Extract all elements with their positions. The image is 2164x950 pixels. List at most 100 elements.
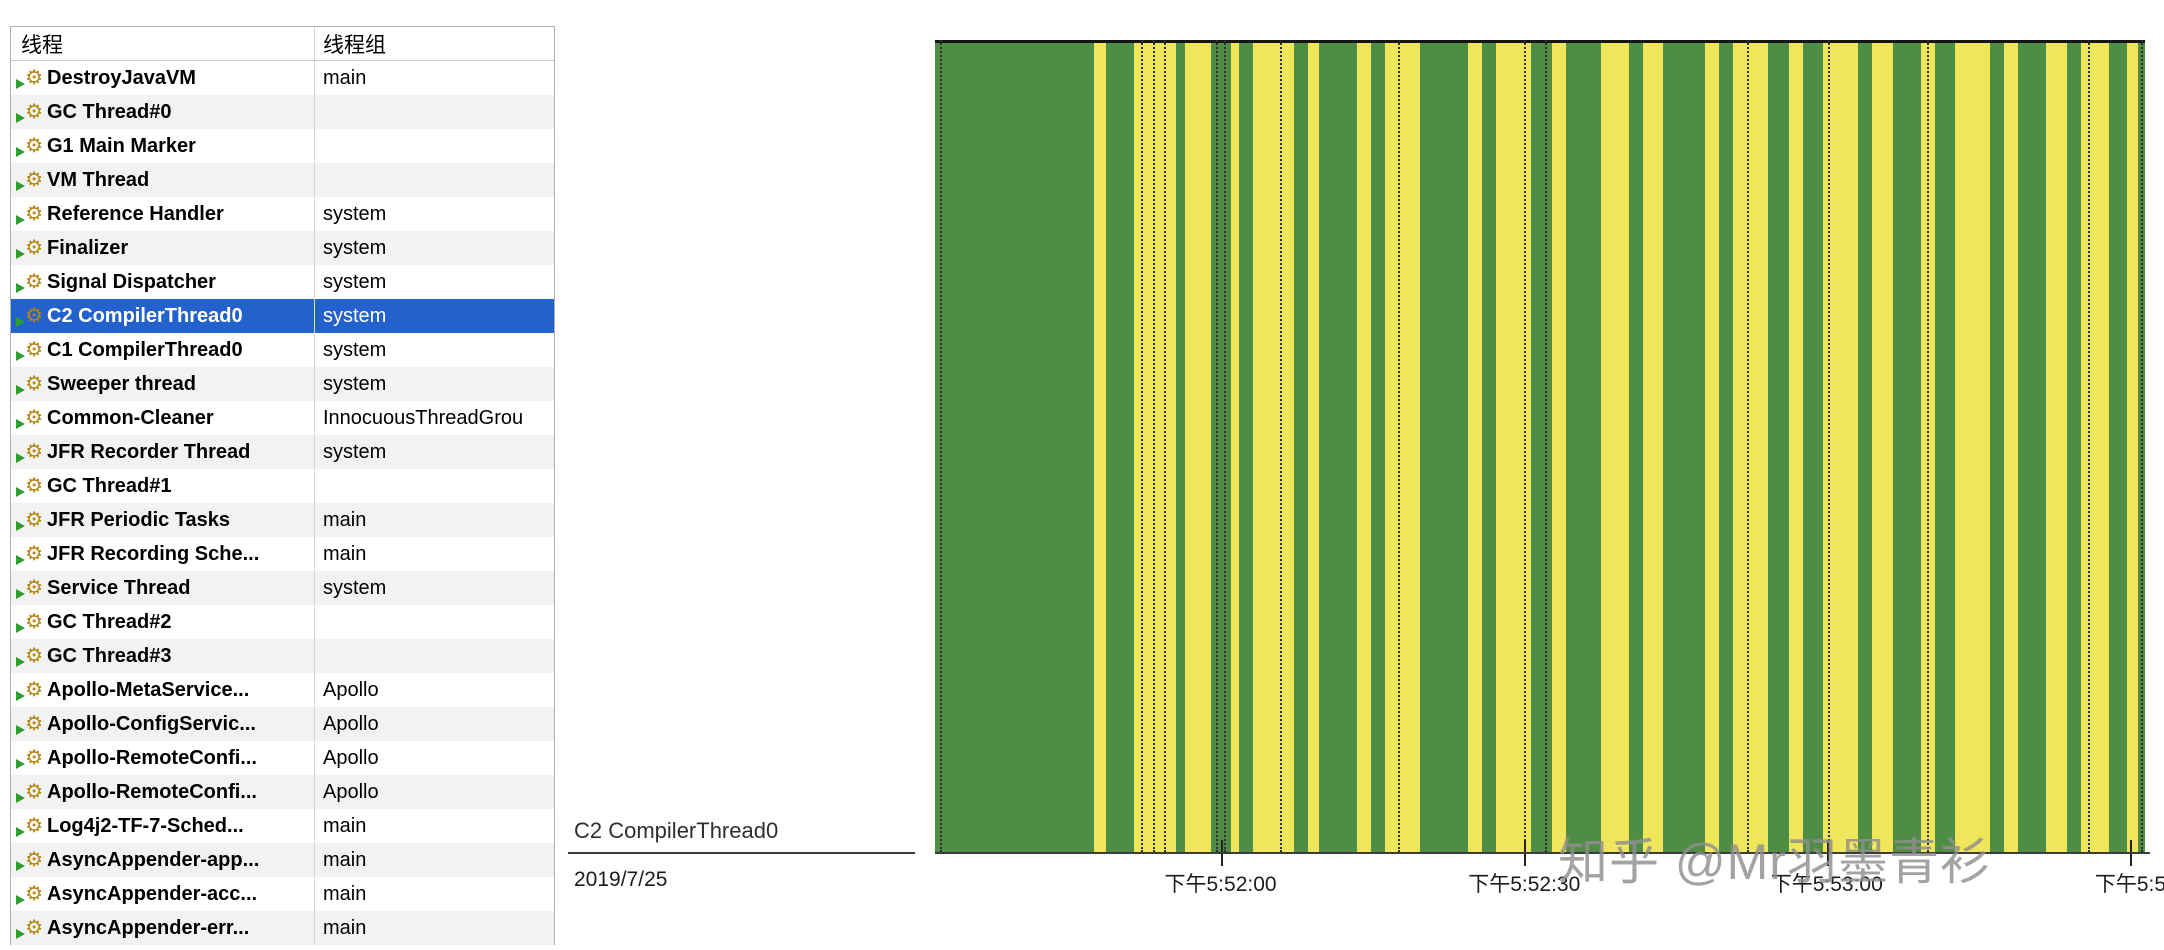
thread-group: system [314,367,554,401]
table-row[interactable]: ⚙ Signal Dispatcher system [11,265,554,299]
green-arrow-icon [16,113,25,123]
thread-icon: ⚙ [16,201,43,227]
table-row[interactable]: ⚙ VM Thread [11,163,554,197]
thread-group: system [314,265,554,299]
axis-tick-label: 下午5:53:00 [1770,873,1883,896]
running-segment [1319,43,1357,852]
green-arrow-icon [16,929,25,939]
thread-name: Common-Cleaner [47,406,214,429]
yellow-state-segment [1872,43,1893,852]
table-row[interactable]: ⚙ Log4j2-TF-7-Sched... main [11,809,554,843]
row-label-underline [568,852,915,854]
thread-name-cell: ⚙ Apollo-ConfigServic... [11,707,314,741]
thread-name: Service Thread [47,576,191,599]
green-arrow-icon [16,283,25,293]
thread-name-cell: ⚙ Finalizer [11,231,314,265]
table-row[interactable]: ⚙ C2 CompilerThread0 system [11,299,554,333]
green-arrow-icon [16,895,25,905]
table-row[interactable]: ⚙ C1 CompilerThread0 system [11,333,554,367]
yellow-state-segment [2004,43,2019,852]
yellow-state-segment [1093,43,1106,852]
table-row[interactable]: ⚙ AsyncAppender-acc... main [11,877,554,911]
thread-name-cell: ⚙ G1 Main Marker [11,129,314,163]
thread-name: JFR Recording Sche... [47,542,260,565]
yellow-state-segment [1705,43,1720,852]
gear-icon: ⚙ [25,509,43,531]
thread-timeline-chart[interactable] [935,40,2145,866]
table-row[interactable]: ⚙ AsyncAppender-err... main [11,911,554,945]
running-segment [1663,43,1706,852]
thread-icon: ⚙ [16,439,43,465]
thread-name-cell: ⚙ GC Thread#3 [11,639,314,673]
table-row[interactable]: ⚙ Apollo-RemoteConfi... Apollo [11,775,554,809]
green-arrow-icon [16,453,25,463]
thread-group [314,639,554,673]
table-row[interactable]: ⚙ Apollo-MetaService... Apollo [11,673,554,707]
running-segment [1238,43,1253,852]
table-row[interactable]: ⚙ AsyncAppender-app... main [11,843,554,877]
table-row[interactable]: ⚙ DestroyJavaVM main [11,61,554,95]
yellow-state-segment [1823,43,1859,852]
running-segment [1892,43,1921,852]
thread-name-cell: ⚙ GC Thread#1 [11,469,314,503]
gear-icon: ⚙ [25,883,43,905]
thread-name-cell: ⚙ C1 CompilerThread0 [11,333,314,367]
table-row[interactable]: ⚙ Apollo-ConfigServic... Apollo [11,707,554,741]
thread-group: Apollo [314,741,554,775]
column-header-thread-group[interactable]: 线程组 [314,27,554,60]
thread-name: DestroyJavaVM [47,66,196,89]
column-header-thread[interactable]: 线程 [21,33,63,57]
table-row[interactable]: ⚙ GC Thread#3 [11,639,554,673]
green-arrow-icon [16,691,25,701]
thread-icon: ⚙ [16,99,43,125]
gear-icon: ⚙ [25,203,43,225]
running-segment [1175,43,1186,852]
table-row[interactable]: ⚙ JFR Recorder Thread system [11,435,554,469]
thread-icon: ⚙ [16,609,43,635]
thread-icon: ⚙ [16,65,43,91]
thread-name-cell: ⚙ Service Thread [11,571,314,605]
thread-name-cell: ⚙ AsyncAppender-err... [11,911,314,945]
green-arrow-icon [16,79,25,89]
table-row[interactable]: ⚙ G1 Main Marker [11,129,554,163]
green-arrow-icon [16,147,25,157]
table-row[interactable]: ⚙ JFR Recording Sche... main [11,537,554,571]
table-row[interactable]: ⚙ Common-Cleaner InnocuousThreadGrou [11,401,554,435]
table-row[interactable]: ⚙ Apollo-RemoteConfi... Apollo [11,741,554,775]
table-row[interactable]: ⚙ Sweeper thread system [11,367,554,401]
running-segment [1419,43,1469,852]
table-row[interactable]: ⚙ GC Thread#0 [11,95,554,129]
thread-group: system [314,299,554,333]
thread-name: G1 Main Marker [47,134,196,157]
axis-tick-label: 下午5:52:00 [1164,873,1277,896]
thread-name-cell: ⚙ VM Thread [11,163,314,197]
timeline-stripes [935,40,2145,852]
running-segment [1531,43,1552,852]
table-row[interactable]: ⚙ GC Thread#1 [11,469,554,503]
thread-group: system [314,197,554,231]
thread-icon: ⚙ [16,847,43,873]
running-segment [2018,43,2047,852]
thread-icon: ⚙ [16,813,43,839]
table-row[interactable]: ⚙ JFR Periodic Tasks main [11,503,554,537]
thread-name: Signal Dispatcher [47,270,216,293]
green-arrow-icon [16,725,25,735]
table-row[interactable]: ⚙ GC Thread#2 [11,605,554,639]
thread-icon: ⚙ [16,745,43,771]
yellow-state-segment [1732,43,1769,852]
gear-icon: ⚙ [25,305,43,327]
thread-name: GC Thread#1 [47,474,172,497]
table-row[interactable]: ⚙ Reference Handler system [11,197,554,231]
running-segment [1990,43,2005,852]
thread-icon: ⚙ [16,507,43,533]
table-row[interactable]: ⚙ Service Thread system [11,571,554,605]
running-segment [2137,43,2145,852]
thread-name: Apollo-RemoteConfi... [47,780,257,803]
green-arrow-icon [16,759,25,769]
thread-name: AsyncAppender-err... [47,916,250,939]
yellow-state-segment [1133,43,1176,852]
table-row[interactable]: ⚙ Finalizer system [11,231,554,265]
thread-group: main [314,877,554,911]
gear-icon: ⚙ [25,407,43,429]
thread-name-cell: ⚙ AsyncAppender-app... [11,843,314,877]
